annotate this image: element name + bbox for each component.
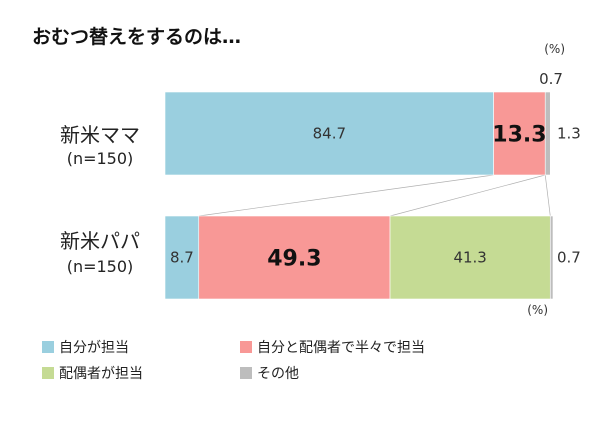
data-labels-group: 84.7 13.3 1.3 8.7 49.3 41.3 0.7 0.7 bbox=[170, 70, 581, 272]
connector-lines bbox=[198, 174, 551, 217]
bar-segment-r1-s1 bbox=[198, 215, 391, 300]
legend-label-1: 自分と配偶者で半々で担当 bbox=[257, 340, 425, 356]
category-sample-mama: (n=150) bbox=[67, 149, 134, 168]
legend-swatch-0 bbox=[42, 341, 54, 353]
category-sample-papa: (n=150) bbox=[67, 257, 134, 276]
connector-line-2 bbox=[544, 174, 551, 217]
bar-segment-r1-s2 bbox=[389, 215, 551, 300]
data-label-r0-s1: 13.3 bbox=[492, 123, 546, 148]
bars-group bbox=[164, 91, 554, 300]
chart-title: おむつ替えをするのは… bbox=[32, 25, 241, 48]
legend-label-0: 自分が担当 bbox=[59, 340, 129, 356]
annotation-label-0: 0.7 bbox=[539, 70, 563, 88]
connector-line-1 bbox=[389, 174, 546, 217]
category-label-papa: 新米パパ bbox=[60, 229, 140, 253]
connector-line-0 bbox=[198, 174, 494, 217]
legend-swatch-3 bbox=[240, 367, 252, 379]
data-label-r0-s3: 1.3 bbox=[557, 125, 581, 143]
data-label-r1-s0: 8.7 bbox=[170, 249, 194, 267]
legend-swatch-1 bbox=[240, 341, 252, 353]
bar-segment-r0-s1 bbox=[493, 91, 546, 176]
data-label-r1-s2: 41.3 bbox=[453, 249, 486, 267]
legend-swatch-2 bbox=[42, 367, 54, 379]
legend-label-2: 配偶者が担当 bbox=[59, 366, 143, 382]
data-label-r0-s0: 84.7 bbox=[313, 125, 346, 143]
unit-label-bottom: (%) bbox=[527, 303, 548, 317]
bar-segment-r0-s0 bbox=[164, 91, 494, 176]
bar-segment-r0-s3 bbox=[544, 91, 551, 176]
legend-label-3: その他 bbox=[257, 366, 299, 382]
category-label-mama: 新米ママ bbox=[60, 123, 140, 147]
data-label-r1-s3: 0.7 bbox=[557, 249, 581, 267]
data-label-r1-s1: 49.3 bbox=[267, 247, 321, 272]
bar-segment-r1-s3 bbox=[549, 215, 554, 300]
unit-label-top: (%) bbox=[544, 42, 565, 56]
